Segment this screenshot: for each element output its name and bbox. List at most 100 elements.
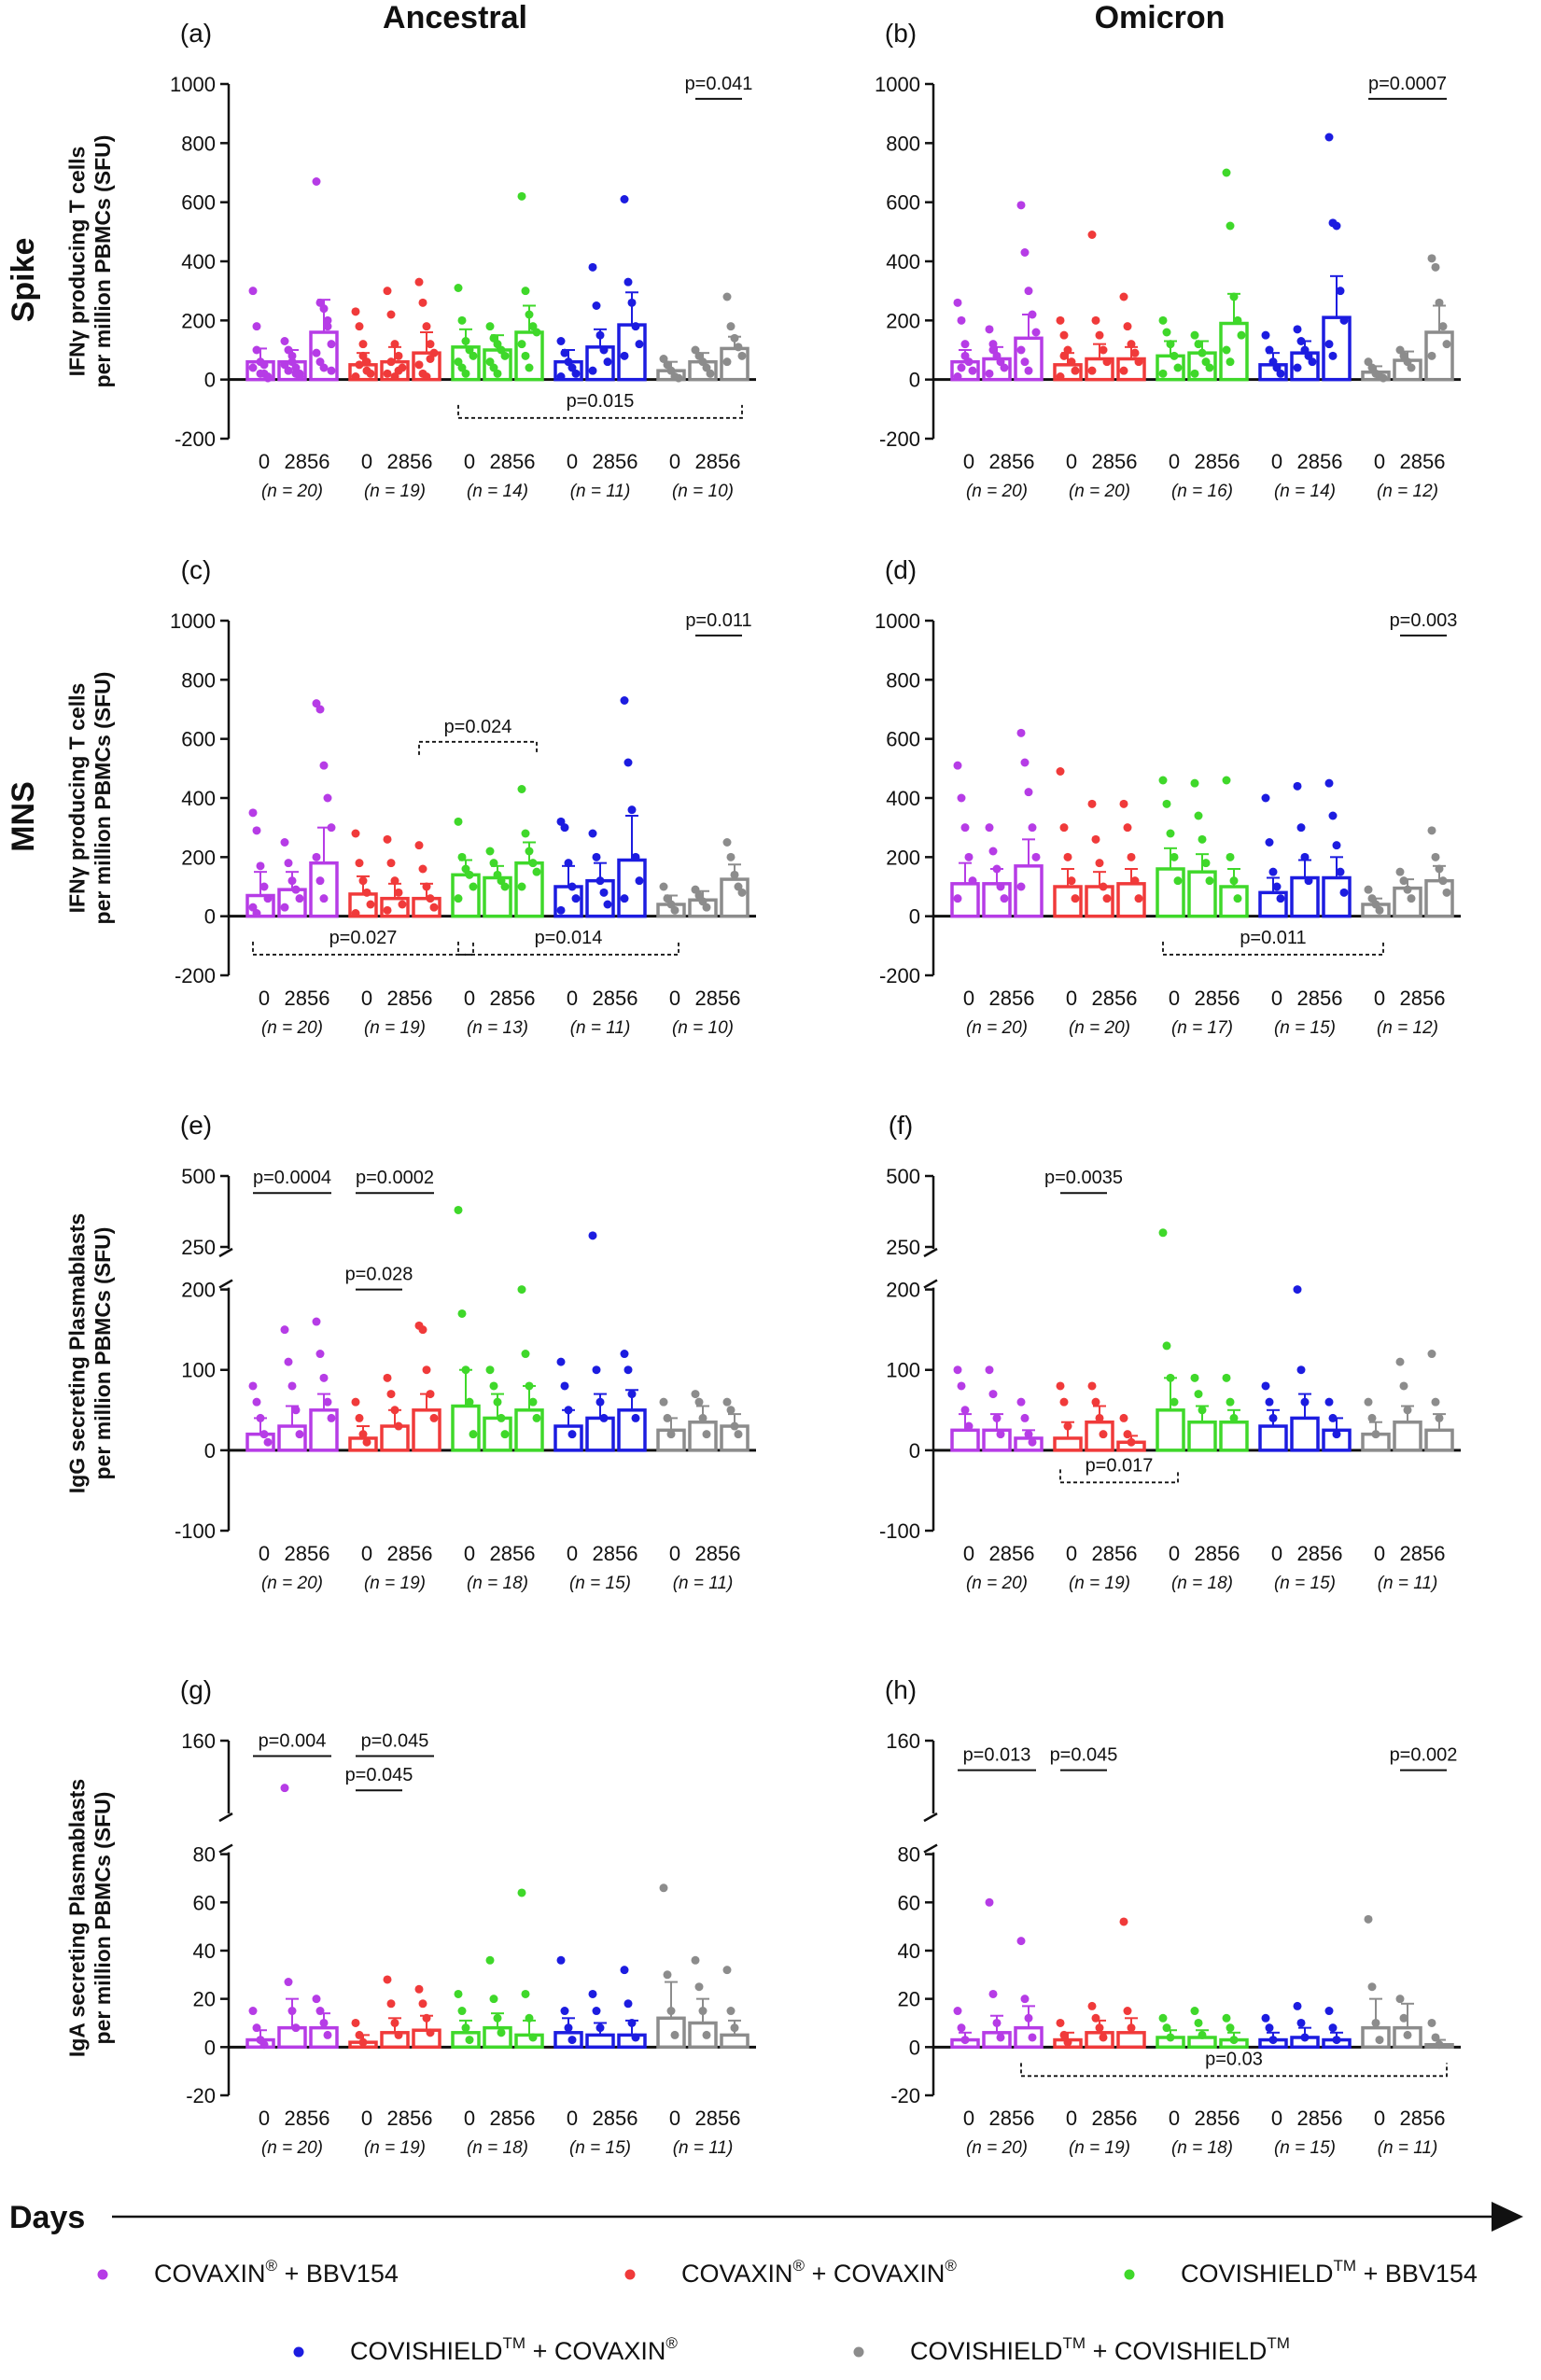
data-point <box>1293 325 1302 334</box>
data-point <box>964 1421 974 1431</box>
x-tick-label: 0 <box>464 987 475 1010</box>
data-point <box>355 1413 364 1422</box>
data-point <box>1226 221 1235 231</box>
sample-size-label: (n = 17) <box>1171 1018 1233 1038</box>
y-tick-label: 600 <box>886 191 920 215</box>
data-point <box>623 758 633 767</box>
data-point <box>248 2007 258 2016</box>
data-point <box>620 894 629 903</box>
x-tick-label: 0 <box>259 2107 270 2130</box>
significance-bracket: p=0.003 <box>1390 610 1457 637</box>
y-axis-label-line: IFNγ producing T cells <box>64 683 89 914</box>
significance-bracket: p=0.002 <box>1390 1745 1457 1771</box>
data-point <box>1091 2013 1100 2023</box>
x-tick-label: 0 <box>1374 1542 1385 1565</box>
data-point <box>722 1397 732 1407</box>
data-point <box>489 1995 498 2004</box>
data-point <box>1158 369 1168 378</box>
x-tick-label: 2856 <box>1400 987 1446 1010</box>
sample-size-label: (n = 18) <box>1171 2138 1233 2158</box>
data-point <box>1194 2018 1203 2027</box>
data-point <box>620 1350 629 1359</box>
data-point <box>1130 348 1140 357</box>
data-point <box>383 834 392 844</box>
x-tick-label: 0 <box>464 2107 475 2130</box>
x-tick-label: 0 <box>464 1542 475 1565</box>
y-tick-label: 80 <box>898 1843 920 1867</box>
data-point <box>1379 373 1388 383</box>
data-point <box>627 805 637 815</box>
data-point <box>1332 841 1341 850</box>
data-point <box>327 366 336 375</box>
data-point <box>315 876 325 886</box>
data-point <box>465 1397 474 1407</box>
data-point <box>280 1325 289 1335</box>
data-point <box>521 287 530 296</box>
data-point <box>1226 1397 1235 1407</box>
y-tick-label: -200 <box>175 427 216 451</box>
data-point <box>592 2007 601 2016</box>
data-point <box>1296 337 1306 345</box>
data-point <box>1087 799 1097 808</box>
data-point <box>1435 864 1444 874</box>
data-point <box>560 823 569 833</box>
data-point <box>953 894 962 903</box>
data-point <box>985 1365 994 1375</box>
p-value-label: p=0.0007 <box>1368 74 1447 94</box>
data-point <box>722 292 732 301</box>
data-point <box>567 2036 577 2045</box>
significance-bracket: p=0.045 <box>1050 1745 1117 1771</box>
x-tick-label: 2856 <box>490 1542 536 1565</box>
y-tick-label: 600 <box>181 728 216 751</box>
data-point <box>1170 351 1179 360</box>
data-point <box>1071 894 1080 903</box>
data-point <box>532 328 541 337</box>
p-value-label: p=0.011 <box>1240 928 1306 948</box>
y-tick-label: 100 <box>181 1359 216 1382</box>
panel-b: (b) -200 0 200 400 600 800 1000 0 2856 (n = 20) 0 28… <box>875 19 1461 501</box>
legend-superscript: ® <box>665 2334 678 2352</box>
data-point <box>992 1413 1002 1422</box>
data-point <box>620 195 629 203</box>
data-point <box>1102 894 1112 903</box>
bar <box>1290 1416 1320 1452</box>
data-point <box>1000 894 1009 903</box>
x-tick-label: 0 <box>567 450 578 473</box>
bar <box>982 2031 1012 2050</box>
data-point <box>383 905 392 915</box>
bar <box>1219 1420 1249 1452</box>
series-3 <box>451 191 544 382</box>
data-point <box>1134 894 1143 903</box>
data-point <box>1166 340 1175 349</box>
panel-c: (c) IFNγ producing T cellsper million PBM… <box>64 555 756 1038</box>
bar <box>483 2025 512 2050</box>
data-point <box>957 315 966 325</box>
data-point <box>659 882 668 891</box>
data-point <box>291 2023 301 2033</box>
axis-break-mark <box>923 1812 938 1823</box>
series-5 <box>1361 1914 1454 2050</box>
sample-size-label: (n = 19) <box>364 2138 426 2158</box>
data-point <box>355 360 364 370</box>
data-point <box>1059 823 1069 833</box>
panel-h: (h) -20 0 20 40 60 80 160 0 2856 (n = 20) 0 2856 (n =… <box>885 1675 1461 2158</box>
data-point <box>592 1365 601 1375</box>
bar <box>656 2016 686 2050</box>
data-point <box>1261 1381 1270 1391</box>
x-tick-label: 0 <box>1066 987 1077 1010</box>
data-point <box>631 1413 640 1422</box>
series-3 <box>1156 776 1249 918</box>
p-value-label: p=0.0002 <box>356 1168 434 1188</box>
data-point <box>1268 867 1278 876</box>
series-1 <box>245 699 339 918</box>
data-point <box>517 191 526 201</box>
significance-bracket: p=0.027 <box>252 928 474 956</box>
data-point <box>454 894 463 903</box>
series-4 <box>553 195 647 382</box>
data-point <box>1226 852 1235 861</box>
significance-bracket: p=0.0035 <box>1044 1168 1123 1195</box>
data-point <box>1407 363 1416 372</box>
data-point <box>960 340 970 349</box>
x-tick-label: 2856 <box>695 987 741 1010</box>
x-tick-label: 0 <box>1271 1542 1282 1565</box>
